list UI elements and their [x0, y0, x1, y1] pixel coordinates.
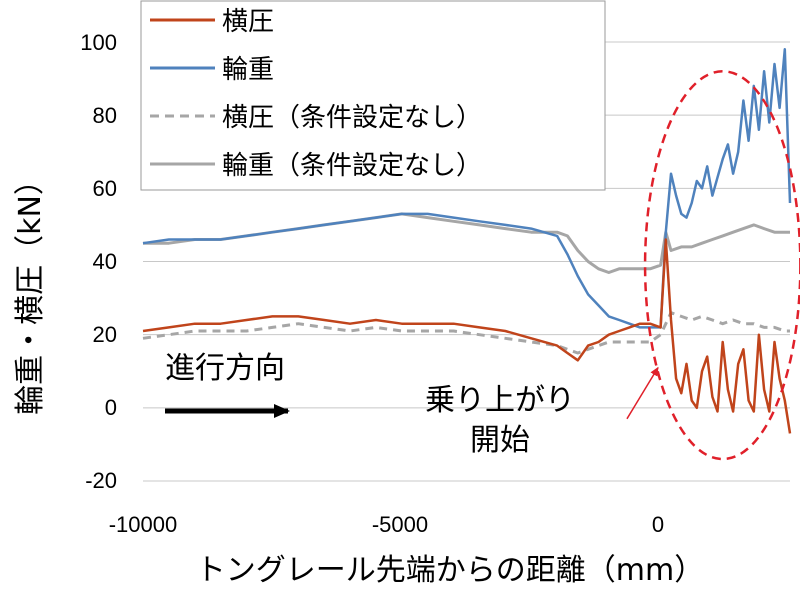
y-tick-label: 0 — [105, 395, 117, 420]
series-line-wheel-load — [142, 48, 792, 329]
legend-label: 横圧 — [222, 7, 274, 37]
legend-label: 輪重（条件設定なし） — [222, 151, 482, 181]
climb-start-label-line2: 開始 — [470, 423, 530, 458]
series-line-lateral — [142, 238, 792, 434]
legend-box — [140, 0, 606, 191]
series-line-wheel-load-no-condition — [143, 212, 790, 274]
y-tick-label: -20 — [85, 468, 117, 493]
climb-start-label-line1: 乗り上がり — [425, 383, 575, 418]
legend-label: 横圧（条件設定なし） — [222, 103, 482, 133]
y-tick-label: 40 — [93, 249, 117, 274]
x-tick-labels: -10000 -5000 0 — [109, 512, 664, 537]
y-tick-label: 20 — [93, 322, 117, 347]
overlay-layer — [626, 70, 800, 461]
legend: 横圧 輪重 横圧（条件設定なし） 輪重（条件設定なし） — [140, 0, 606, 191]
y-tick-label: 80 — [93, 103, 117, 128]
x-tick-label: -10000 — [109, 512, 178, 537]
series-layer — [142, 48, 792, 434]
y-tick-labels: -20 0 20 40 60 80 100 — [80, 30, 117, 493]
x-tick-label: 0 — [652, 512, 664, 537]
series-line-lateral-no-condition — [142, 311, 790, 355]
x-tick-label: -5000 — [372, 512, 428, 537]
x-axis-title: トングレール先端からの距離（mm） — [196, 553, 704, 588]
y-tick-label: 60 — [93, 176, 117, 201]
climb-start-arrow — [626, 366, 659, 420]
legend-label: 輪重 — [222, 55, 274, 85]
direction-label: 進行方向 — [165, 351, 285, 386]
y-axis-title: 輪重・横圧（kN） — [13, 165, 48, 415]
y-tick-label: 100 — [80, 30, 117, 55]
